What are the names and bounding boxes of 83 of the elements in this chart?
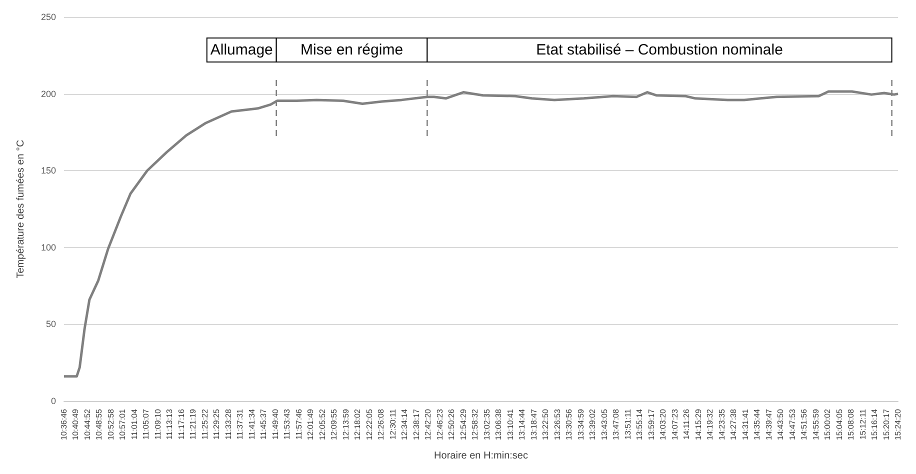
x-tick-label: 11:33:28 bbox=[224, 408, 233, 440]
x-tick-label: 14:55:59 bbox=[811, 408, 820, 440]
x-tick-label: 14:31:41 bbox=[740, 408, 750, 440]
x-tick-label: 12:05:52 bbox=[318, 408, 327, 440]
y-tick-label: 100 bbox=[40, 242, 56, 252]
band-label: Mise en régime bbox=[300, 42, 404, 58]
x-tick-label: 14:35:44 bbox=[752, 408, 762, 440]
x-tick-label: 10:44:52 bbox=[82, 408, 92, 440]
x-tick-label: 10:57:01 bbox=[118, 408, 128, 440]
x-tick-label: 13:55:14 bbox=[635, 408, 644, 440]
y-tick-label: 150 bbox=[40, 166, 56, 176]
x-tick-label: 13:22:50 bbox=[541, 408, 550, 440]
x-tick-label: 12:50:26 bbox=[447, 408, 456, 440]
x-tick-label: 14:19:32 bbox=[706, 408, 715, 440]
x-tick-label: 12:30:11 bbox=[388, 408, 398, 440]
x-tick-label: 12:26:08 bbox=[376, 408, 386, 440]
y-axis-title: Température des fumées en °C bbox=[16, 140, 26, 278]
x-tick-label: 12:58:32 bbox=[470, 408, 480, 440]
x-tick-label: 15:20:17 bbox=[882, 408, 891, 440]
x-tick-label: 14:15:29 bbox=[694, 408, 703, 440]
x-tick-label: 12:01:49 bbox=[306, 408, 316, 440]
x-tick-label: 13:43:05 bbox=[600, 408, 609, 440]
x-tick-label: 14:11:26 bbox=[682, 408, 692, 440]
x-tick-label: 11:49:40 bbox=[270, 408, 280, 440]
x-tick-label: 12:38:17 bbox=[412, 408, 421, 440]
y-tick-label: 250 bbox=[40, 12, 56, 22]
y-tick-label: 50 bbox=[46, 319, 56, 330]
y-tick-label: 200 bbox=[40, 88, 56, 99]
x-tick-label: 13:18:47 bbox=[529, 408, 538, 440]
x-tick-label: 11:57:46 bbox=[294, 408, 304, 440]
x-tick-label: 11:13:13 bbox=[165, 408, 174, 440]
x-tick-label: 11:29:25 bbox=[212, 408, 222, 440]
x-tick-label: 13:59:17 bbox=[646, 408, 656, 440]
x-tick-label: 11:41:34 bbox=[247, 408, 256, 440]
x-tick-label: 13:39:02 bbox=[588, 408, 598, 440]
x-tick-label: 11:53:43 bbox=[282, 408, 292, 440]
x-tick-label: 15:08:08 bbox=[846, 408, 856, 440]
x-tick-label: 14:47:53 bbox=[788, 408, 797, 440]
x-tick-label: 14:43:50 bbox=[776, 408, 786, 440]
x-tick-label: 10:52:58 bbox=[106, 408, 116, 440]
x-tick-label: 15:00:02 bbox=[823, 408, 832, 440]
band-label: Allumage bbox=[210, 42, 273, 58]
x-tick-label: 11:45:37 bbox=[259, 408, 268, 440]
x-tick-label: 11:01:04 bbox=[130, 408, 139, 440]
x-tick-label: 10:40:49 bbox=[71, 408, 80, 440]
x-tick-label: 11:37:31 bbox=[236, 408, 245, 440]
x-tick-label: 13:14:44 bbox=[518, 408, 527, 440]
x-tick-label: 12:46:23 bbox=[435, 408, 444, 440]
x-tick-label: 13:47:08 bbox=[612, 408, 621, 440]
x-tick-label: 11:21:19 bbox=[188, 408, 198, 440]
x-tick-label: 12:54:29 bbox=[458, 408, 468, 440]
x-tick-label: 12:42:20 bbox=[424, 408, 433, 440]
x-tick-label: 11:05:07 bbox=[142, 408, 151, 440]
x-tick-label: 11:09:10 bbox=[153, 408, 162, 440]
x-tick-label: 14:07:23 bbox=[670, 408, 680, 440]
x-tick-label: 15:16:14 bbox=[870, 408, 880, 440]
x-tick-label: 12:18:02 bbox=[353, 408, 362, 440]
x-tick-label: 13:51:11 bbox=[623, 408, 632, 440]
x-tick-label: 13:02:35 bbox=[482, 408, 492, 440]
band-label: Etat stabilisé – Combustion nominale bbox=[536, 42, 783, 58]
x-tick-label: 14:51:56 bbox=[800, 408, 809, 440]
y-tick-label: 0 bbox=[50, 396, 56, 406]
x-tick-label: 14:27:38 bbox=[729, 408, 738, 440]
x-tick-label: 10:36:46 bbox=[60, 408, 68, 440]
x-tick-label: 13:26:53 bbox=[552, 408, 562, 440]
x-tick-label: 12:13:59 bbox=[341, 408, 350, 440]
x-tick-label: 11:25:22 bbox=[200, 408, 210, 440]
x-tick-label: 14:39:47 bbox=[764, 408, 774, 440]
x-tick-label: 10:48:55 bbox=[94, 408, 104, 440]
x-tick-label: 12:09:55 bbox=[330, 408, 339, 440]
x-tick-label: 15:12:11 bbox=[858, 408, 868, 440]
x-tick-label: 13:06:38 bbox=[494, 408, 504, 440]
x-tick-label: 13:10:41 bbox=[506, 408, 515, 440]
x-axis-title: Horaire en H:min:sec bbox=[434, 450, 528, 462]
x-tick-label: 12:22:05 bbox=[364, 408, 374, 440]
x-tick-label: 13:34:59 bbox=[576, 408, 586, 440]
x-tick-label: 14:23:35 bbox=[717, 408, 726, 440]
x-tick-label: 15:24:20 bbox=[894, 408, 902, 440]
x-tick-label: 15:04:05 bbox=[834, 408, 844, 440]
x-tick-label: 12:34:14 bbox=[400, 408, 410, 440]
x-tick-label: 14:03:20 bbox=[658, 408, 668, 440]
x-tick-label: 11:17:16 bbox=[176, 408, 186, 440]
x-tick-label: 13:30:56 bbox=[564, 408, 574, 440]
